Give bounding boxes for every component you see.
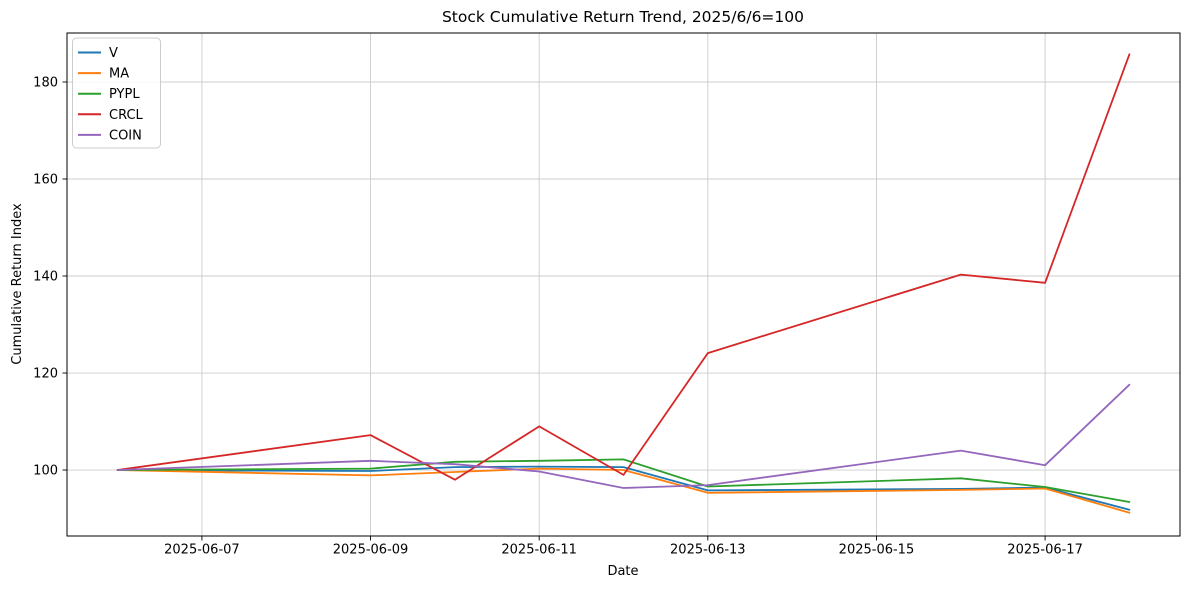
axes-border xyxy=(66,32,1181,537)
series-line-ma xyxy=(116,467,1131,514)
legend-label-ma: MA xyxy=(109,67,129,82)
x-axis-label: Date xyxy=(607,564,638,579)
legend: V MA PYPL CRCL COIN xyxy=(72,37,161,149)
x-tick-label: 2025-06-15 xyxy=(839,543,915,558)
x-tick-label: 2025-06-07 xyxy=(164,543,240,558)
series-line-crcl xyxy=(116,53,1131,481)
series-line-coin xyxy=(116,383,1131,489)
legend-label-v: V xyxy=(109,46,118,61)
legend-label-crcl: CRCL xyxy=(109,108,144,123)
y-tick-label: 180 xyxy=(33,75,58,90)
legend-box xyxy=(72,37,161,149)
series-line-v xyxy=(116,465,1131,511)
y-tick-label: 140 xyxy=(33,270,58,285)
plot-area: 2025-06-07 2025-06-09 2025-06-11 2025-06-13… xyxy=(33,32,1181,558)
x-tick-label: 2025-06-17 xyxy=(1007,543,1083,558)
y-axis-label: Cumulative Return Index xyxy=(10,203,25,365)
y-tick-label: 100 xyxy=(33,464,58,479)
legend-label-coin: COIN xyxy=(109,128,142,143)
x-tick-label: 2025-06-09 xyxy=(333,543,409,558)
y-tick-label: 160 xyxy=(33,173,58,188)
x-tick-label: 2025-06-11 xyxy=(501,543,577,558)
x-tick-label: 2025-06-13 xyxy=(670,543,746,558)
legend-label-pypl: PYPL xyxy=(109,87,140,102)
y-tick-label: 120 xyxy=(33,367,58,382)
chart-title: Stock Cumulative Return Trend, 2025/6/6=… xyxy=(442,8,804,26)
series-line-pypl xyxy=(116,458,1131,503)
